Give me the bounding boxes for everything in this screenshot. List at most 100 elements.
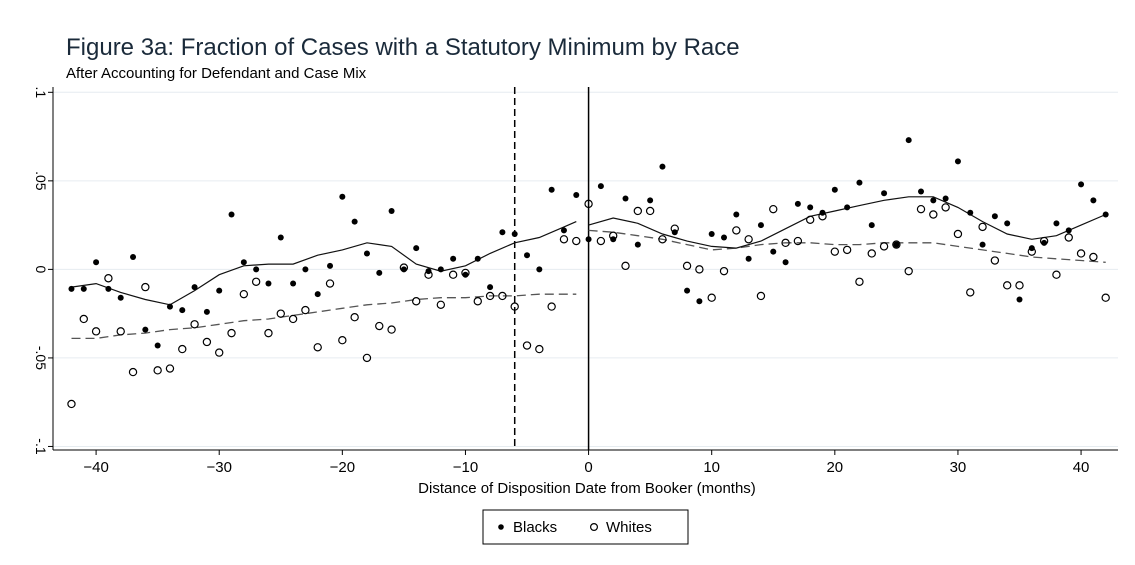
data-point-whites (79, 314, 88, 324)
data-point-whites (929, 210, 938, 219)
data-point-blacks (1102, 211, 1109, 218)
data-point-whites (325, 279, 335, 288)
data-point-whites (473, 297, 482, 306)
data-point-blacks (954, 158, 961, 165)
legend-marker-whites (589, 522, 598, 531)
chart-title: Figure 3a: Fraction of Cases with a Stat… (66, 34, 740, 61)
data-point-blacks (819, 209, 826, 216)
data-point-blacks (831, 186, 838, 193)
data-point-whites (547, 302, 556, 311)
data-point-blacks (696, 298, 703, 305)
data-point-blacks (647, 197, 654, 204)
data-point-whites (1052, 270, 1061, 279)
data-point-blacks (1053, 220, 1060, 227)
legend-marker-blacks (498, 524, 504, 530)
data-point-blacks (868, 222, 875, 229)
data-point-blacks (216, 287, 223, 294)
data-point-whites (867, 249, 876, 258)
data-point-blacks (142, 326, 149, 333)
data-point-blacks (290, 280, 297, 287)
data-point-blacks (536, 266, 543, 273)
plot-area: -.1 -.05 0 .05 .1 −40 −30 −20 −10 0 10 20 30 40 (33, 86, 1118, 476)
data-point-blacks (1078, 181, 1085, 188)
data-point-blacks (634, 241, 641, 248)
data-point-blacks (253, 266, 260, 273)
data-point-blacks (363, 250, 370, 257)
data-point-whites (116, 327, 125, 336)
data-point-whites (165, 364, 175, 373)
data-point-whites (202, 337, 212, 347)
data-point-whites (128, 367, 138, 377)
x-tick-label: −30 (206, 459, 231, 476)
data-point-whites (990, 256, 1000, 265)
data-point-blacks (388, 207, 395, 214)
data-point-blacks (659, 163, 666, 170)
data-point-blacks (597, 183, 604, 190)
data-point-whites (1015, 281, 1024, 290)
data-point-whites (1101, 293, 1110, 302)
data-point-whites (879, 242, 889, 251)
data-point-blacks (413, 245, 420, 252)
data-point-blacks (560, 227, 567, 234)
data-point-blacks (474, 255, 481, 262)
data-point-whites (522, 341, 532, 350)
data-point-whites (781, 238, 790, 248)
data-point-whites (510, 302, 519, 311)
data-point-whites (153, 366, 162, 375)
data-point-blacks (154, 342, 161, 349)
x-tick-label: 40 (1073, 459, 1090, 476)
data-point-whites (375, 321, 384, 331)
data-point-whites (104, 274, 113, 283)
data-point-whites (892, 240, 901, 249)
data-point-whites (91, 327, 101, 336)
data-point-whites (387, 325, 396, 334)
data-point-blacks (68, 285, 75, 292)
data-point-whites (904, 266, 913, 276)
data-point-whites (805, 215, 815, 225)
data-point-whites (941, 203, 950, 212)
data-point-whites (498, 291, 507, 301)
data-point-blacks (462, 271, 469, 278)
data-point-whites (338, 336, 347, 345)
data-point-whites (756, 291, 766, 301)
data-point-whites (695, 265, 704, 274)
data-point-blacks (93, 259, 100, 266)
data-point-whites (141, 282, 150, 292)
data-point-whites (596, 236, 606, 246)
x-tick-label: 20 (826, 459, 843, 476)
data-point-whites (436, 300, 446, 309)
data-point-whites (978, 222, 987, 232)
data-point-blacks (1041, 239, 1048, 246)
x-axis-label: Distance of Disposition Date from Booker… (418, 480, 756, 497)
data-point-whites (1076, 249, 1086, 258)
y-tick-label: .05 (33, 171, 49, 191)
data-point-blacks (1004, 220, 1011, 227)
data-point-blacks (339, 193, 346, 200)
data-point-whites (707, 293, 716, 302)
data-point-blacks (794, 200, 801, 207)
data-point-whites (178, 344, 187, 354)
data-point-blacks (351, 218, 358, 225)
data-point-blacks (745, 255, 752, 262)
data-point-blacks (327, 262, 334, 269)
y-tick-label: 0 (33, 265, 49, 273)
data-point-whites (1064, 233, 1073, 242)
data-point-blacks (708, 230, 715, 237)
data-point-blacks (905, 137, 912, 144)
data-point-blacks (585, 236, 592, 243)
data-point-blacks (881, 190, 888, 197)
data-point-blacks (80, 285, 87, 292)
data-point-blacks (1016, 296, 1023, 303)
data-point-whites (1002, 281, 1012, 290)
data-point-blacks (117, 294, 124, 301)
data-point-blacks (844, 204, 851, 211)
data-point-whites (793, 236, 803, 246)
legend: Blacks Whites (482, 509, 689, 545)
data-point-blacks (733, 211, 740, 218)
data-point-whites (855, 277, 864, 286)
x-tick-label: −40 (83, 459, 108, 476)
data-point-blacks (511, 230, 518, 237)
data-point-whites (288, 314, 298, 324)
data-point-blacks (610, 236, 617, 243)
data-point-blacks (425, 268, 432, 275)
